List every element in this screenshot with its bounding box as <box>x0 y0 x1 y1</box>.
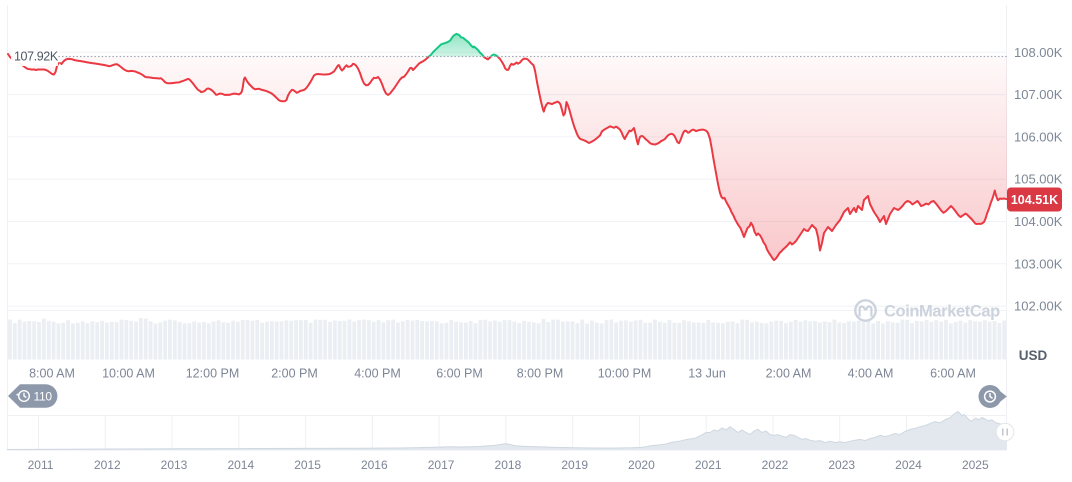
svg-text:4:00 AM: 4:00 AM <box>848 367 894 381</box>
svg-text:104.00K: 104.00K <box>1014 214 1063 229</box>
svg-text:2015: 2015 <box>294 458 321 472</box>
svg-text:105.00K: 105.00K <box>1014 172 1063 187</box>
svg-text:13 Jun: 13 Jun <box>688 367 726 381</box>
svg-text:106.00K: 106.00K <box>1014 129 1063 144</box>
svg-text:110: 110 <box>34 389 53 403</box>
svg-text:2021: 2021 <box>695 458 722 472</box>
svg-text:108.00K: 108.00K <box>1014 45 1063 60</box>
svg-text:2011: 2011 <box>28 458 54 472</box>
svg-text:8:00 PM: 8:00 PM <box>517 367 564 381</box>
svg-text:CoinMarketCap: CoinMarketCap <box>884 303 1000 321</box>
svg-text:4:00 PM: 4:00 PM <box>354 367 401 381</box>
svg-text:2025: 2025 <box>962 458 989 472</box>
svg-text:6:00 AM: 6:00 AM <box>930 367 976 381</box>
svg-text:2018: 2018 <box>495 458 522 472</box>
svg-text:2016: 2016 <box>361 458 388 472</box>
svg-text:2017: 2017 <box>428 458 455 472</box>
svg-text:102.00K: 102.00K <box>1014 299 1063 314</box>
svg-text:8:00 AM: 8:00 AM <box>29 367 75 381</box>
svg-text:103.00K: 103.00K <box>1014 256 1063 271</box>
svg-text:2019: 2019 <box>561 458 588 472</box>
svg-text:2:00 PM: 2:00 PM <box>271 367 318 381</box>
svg-text:10:00 PM: 10:00 PM <box>598 367 652 381</box>
svg-text:12:00 PM: 12:00 PM <box>186 367 240 381</box>
svg-text:107.00K: 107.00K <box>1014 87 1063 102</box>
svg-text:10:00 AM: 10:00 AM <box>102 367 155 381</box>
svg-text:107.92K: 107.92K <box>14 50 59 64</box>
svg-text:2012: 2012 <box>94 458 121 472</box>
svg-text:2:00 AM: 2:00 AM <box>766 367 812 381</box>
svg-text:2013: 2013 <box>161 458 188 472</box>
svg-text:104.51K: 104.51K <box>1011 193 1058 207</box>
svg-text:USD: USD <box>1019 348 1048 363</box>
svg-text:2022: 2022 <box>762 458 789 472</box>
svg-text:2020: 2020 <box>628 458 655 472</box>
svg-text:2023: 2023 <box>828 458 855 472</box>
svg-text:2014: 2014 <box>227 458 254 472</box>
svg-text:2024: 2024 <box>895 458 922 472</box>
svg-text:6:00 PM: 6:00 PM <box>436 367 483 381</box>
